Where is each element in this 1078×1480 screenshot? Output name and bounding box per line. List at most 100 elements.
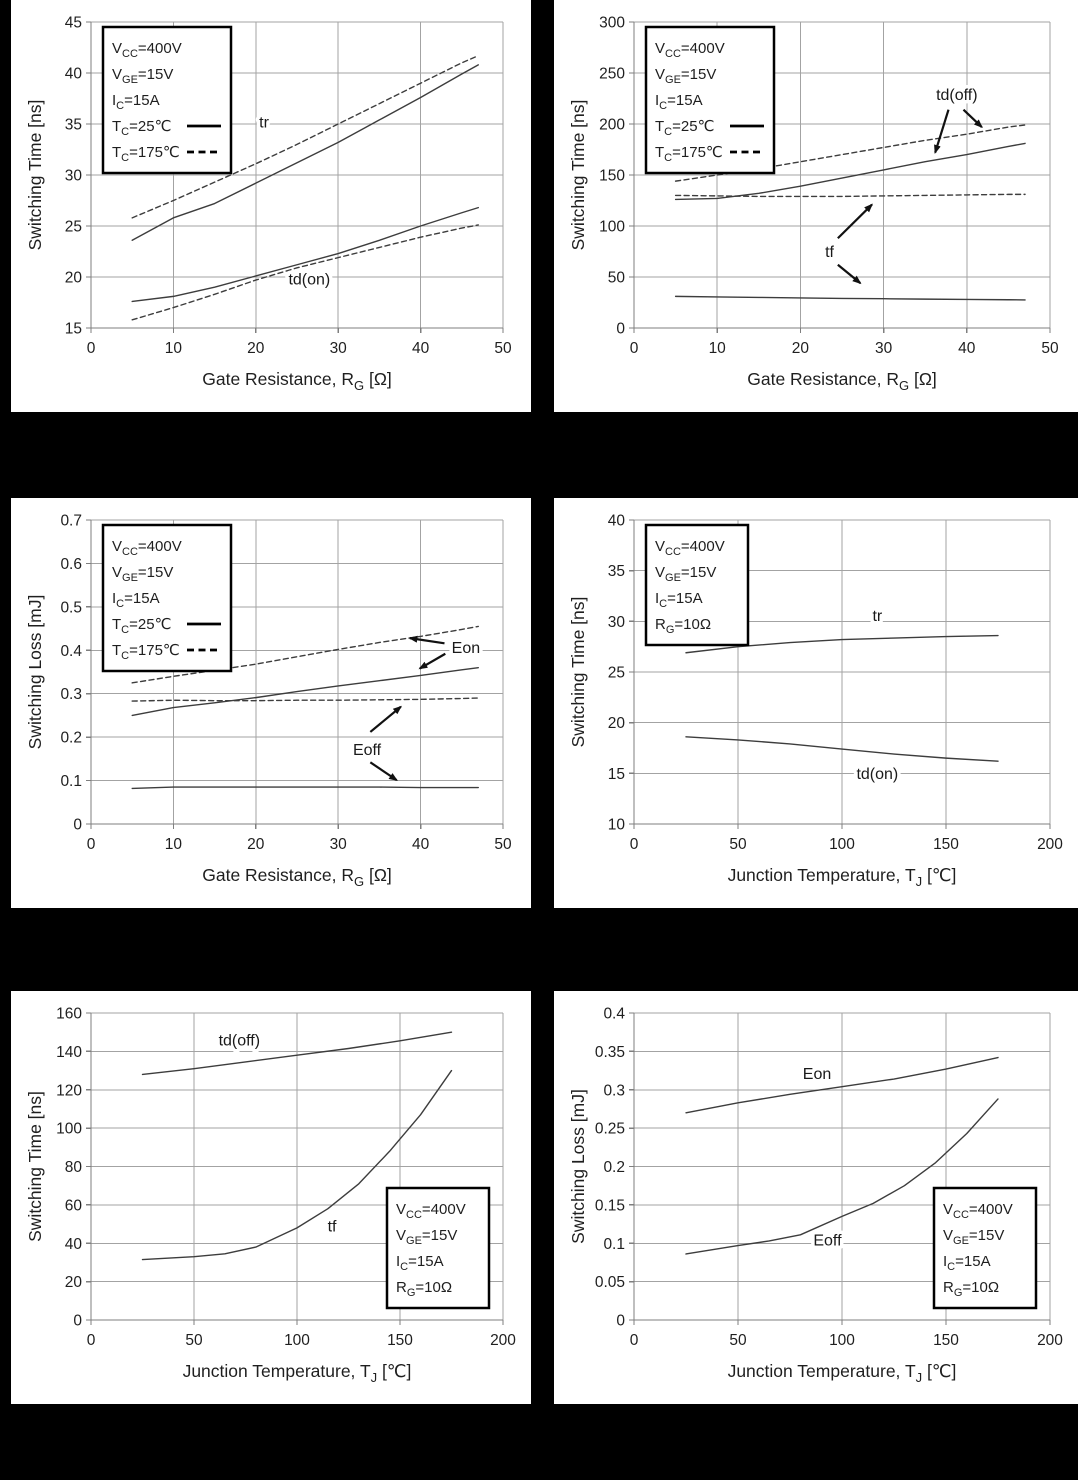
y-tick-label: 100 [599,219,625,236]
legend-line: TC=175℃ [112,642,180,662]
curve-label-tf: tf [328,1218,337,1235]
y-tick-label: 20 [65,270,83,287]
y-tick-label: 0.1 [603,1236,625,1253]
legend-line: TC=175℃ [112,144,180,164]
curve-label-td(on): td(on) [856,766,898,783]
chart-switching-time-vs-tj-turn-on: 0 50 100 150 200 10 15 20 25 30 35 40 tr td(on) VCC=40… [568,513,1063,889]
panel-switching-loss-vs-gate-resistance: 0 10 20 30 40 50 0 0.1 0.2 0.3 0.4 0.5 0.6 0.7 Eon Eoff… [11,498,531,908]
x-tick-label: 30 [330,340,348,357]
legend-line: VGE=15V [112,66,173,86]
y-tick-label: 0.3 [60,686,82,703]
y-axis-title: Switching Time [ns] [568,100,588,251]
x-tick-label: 0 [630,836,639,853]
y-tick-label: 40 [65,66,83,83]
legend-line: IC=15A [655,590,703,610]
annotation-arrow [408,635,445,645]
legend-line: VCC=400V [112,538,182,558]
legend-line: VGE=15V [655,564,716,584]
x-tick-label: 10 [165,836,183,853]
x-tick-label: 200 [1037,1332,1063,1349]
y-tick-label: 80 [65,1159,83,1176]
annotation-arrow [962,108,983,129]
x-tick-label: 0 [630,1332,639,1349]
panel-switching-time-vs-junction-temperature-turn-on: 0 50 100 150 200 10 15 20 25 30 35 40 tr td(on) VCC=40… [554,498,1078,908]
x-tick-label: 10 [165,340,183,357]
y-tick-label: 0.4 [603,1006,625,1023]
y-tick-label: 0.4 [60,643,82,660]
x-tick-label: 20 [792,340,810,357]
legend-border [644,25,776,175]
conditions-legend: VCC=400V VGE=15V IC=15A TC=25℃ TC=175℃ [101,25,233,175]
x-tick-label: 50 [729,1332,747,1349]
axes: 0 10 20 30 40 50 0 0.1 0.2 0.3 0.4 0.5 0.6 0.7 [60,513,512,854]
y-tick-label: 0.7 [60,513,82,530]
y-tick-label: 50 [608,270,626,287]
y-axis-title: Switching Loss [mJ] [25,595,45,750]
legend-line: IC=15A [112,590,160,610]
series-eoff-tc25 [131,786,479,790]
y-tick-label: 30 [65,168,83,185]
curve-label-Eoff: Eoff [813,1233,842,1250]
series-tr-tc25 [131,64,479,241]
legend-line: TC=175℃ [655,144,723,164]
curve-label-td(on): td(on) [288,272,330,289]
annotation-arrow [837,263,862,285]
y-tick-label: 0.25 [595,1121,625,1138]
y-tick-label: 35 [608,563,625,580]
curve-label-tr: tr [259,114,269,131]
x-tick-label: 50 [1041,340,1059,357]
conditions-legend: VCC=400V VGE=15V IC=15A TC=25℃ TC=175℃ [644,25,776,175]
x-tick-label: 100 [829,1332,855,1349]
chart-switching-time-vs-rg-turn-on: 0 10 20 30 40 50 15 20 25 30 35 40 45 tr td(on) VCC=400… [25,15,512,393]
y-tick-label: 45 [65,15,82,32]
curve-label-td(off): td(off) [936,87,978,104]
x-tick-label: 20 [247,836,265,853]
x-tick-label: 50 [494,836,512,853]
panel-switching-loss-vs-junction-temperature: 0 50 100 150 200 0 0.05 0.1 0.15 0.2 0.25 0.3 0.35 0.… [554,991,1078,1404]
legend-line: IC=15A [943,1253,991,1273]
x-tick-label: 40 [958,340,976,357]
conditions-legend: VCC=400V VGE=15V IC=15A TC=25℃ TC=175℃ [101,523,233,673]
x-tick-label: 100 [829,836,855,853]
panel-switching-time-vs-junction-temperature-turn-off: 0 50 100 150 200 0 20 40 60 80 100 120 140 160 td(off)… [11,991,531,1404]
chart-switching-loss-vs-tj: 0 50 100 150 200 0 0.05 0.1 0.15 0.2 0.25 0.3 0.35 0.… [568,1006,1063,1385]
legend-line: VGE=15V [396,1227,457,1247]
y-tick-label: 0.2 [603,1159,625,1176]
x-tick-label: 0 [630,340,639,357]
y-tick-label: 0.1 [60,773,82,790]
axes: 0 50 100 150 200 0 20 40 60 80 100 120 140 160 [56,1006,516,1350]
legend-border [644,523,750,647]
curve-label-Eon: Eon [452,640,480,657]
y-tick-label: 15 [65,321,82,338]
legend-line: TC=25℃ [655,118,714,138]
conditions-legend: VCC=400V VGE=15V IC=15A RG=10Ω [385,1186,491,1310]
legend-line: VCC=400V [112,40,182,60]
axes: 0 50 100 150 200 0 0.05 0.1 0.15 0.2 0.25 0.3 0.35 0.… [595,1006,1063,1350]
y-tick-label: 15 [608,766,625,783]
y-axis-title: Switching Time [ns] [568,597,588,748]
series-eon-tc175 [131,625,479,684]
curve-label-Eon: Eon [803,1066,831,1083]
annotation-arrow [369,705,402,733]
y-tick-label: 40 [608,513,626,530]
y-tick-label: 0.05 [595,1274,625,1291]
x-tick-label: 50 [729,836,747,853]
x-axis-title: Junction Temperature, TJ [℃] [728,865,957,889]
conditions-legend: VCC=400V VGE=15V IC=15A RG=10Ω [644,523,750,647]
x-tick-label: 10 [709,340,727,357]
panel-switching-time-vs-gate-resistance-turn-on: 0 10 20 30 40 50 15 20 25 30 35 40 45 tr td(on) VCC=400… [11,0,531,412]
y-tick-label: 0 [616,1313,625,1330]
annotation-arrow [934,109,950,154]
y-axis-title: Switching Time [ns] [25,100,45,251]
x-axis-title: Gate Resistance, RG [Ω] [202,369,392,393]
legend-border [932,1186,1038,1310]
curve-label-tf: tf [825,244,834,261]
x-tick-label: 40 [412,836,430,853]
legend-border [385,1186,491,1310]
series-tdon-tc25 [131,206,479,303]
legend-line: RG=10Ω [655,616,711,636]
legend-line: VCC=400V [655,538,725,558]
x-tick-label: 50 [185,1332,203,1349]
legend-line: VCC=400V [396,1201,466,1221]
